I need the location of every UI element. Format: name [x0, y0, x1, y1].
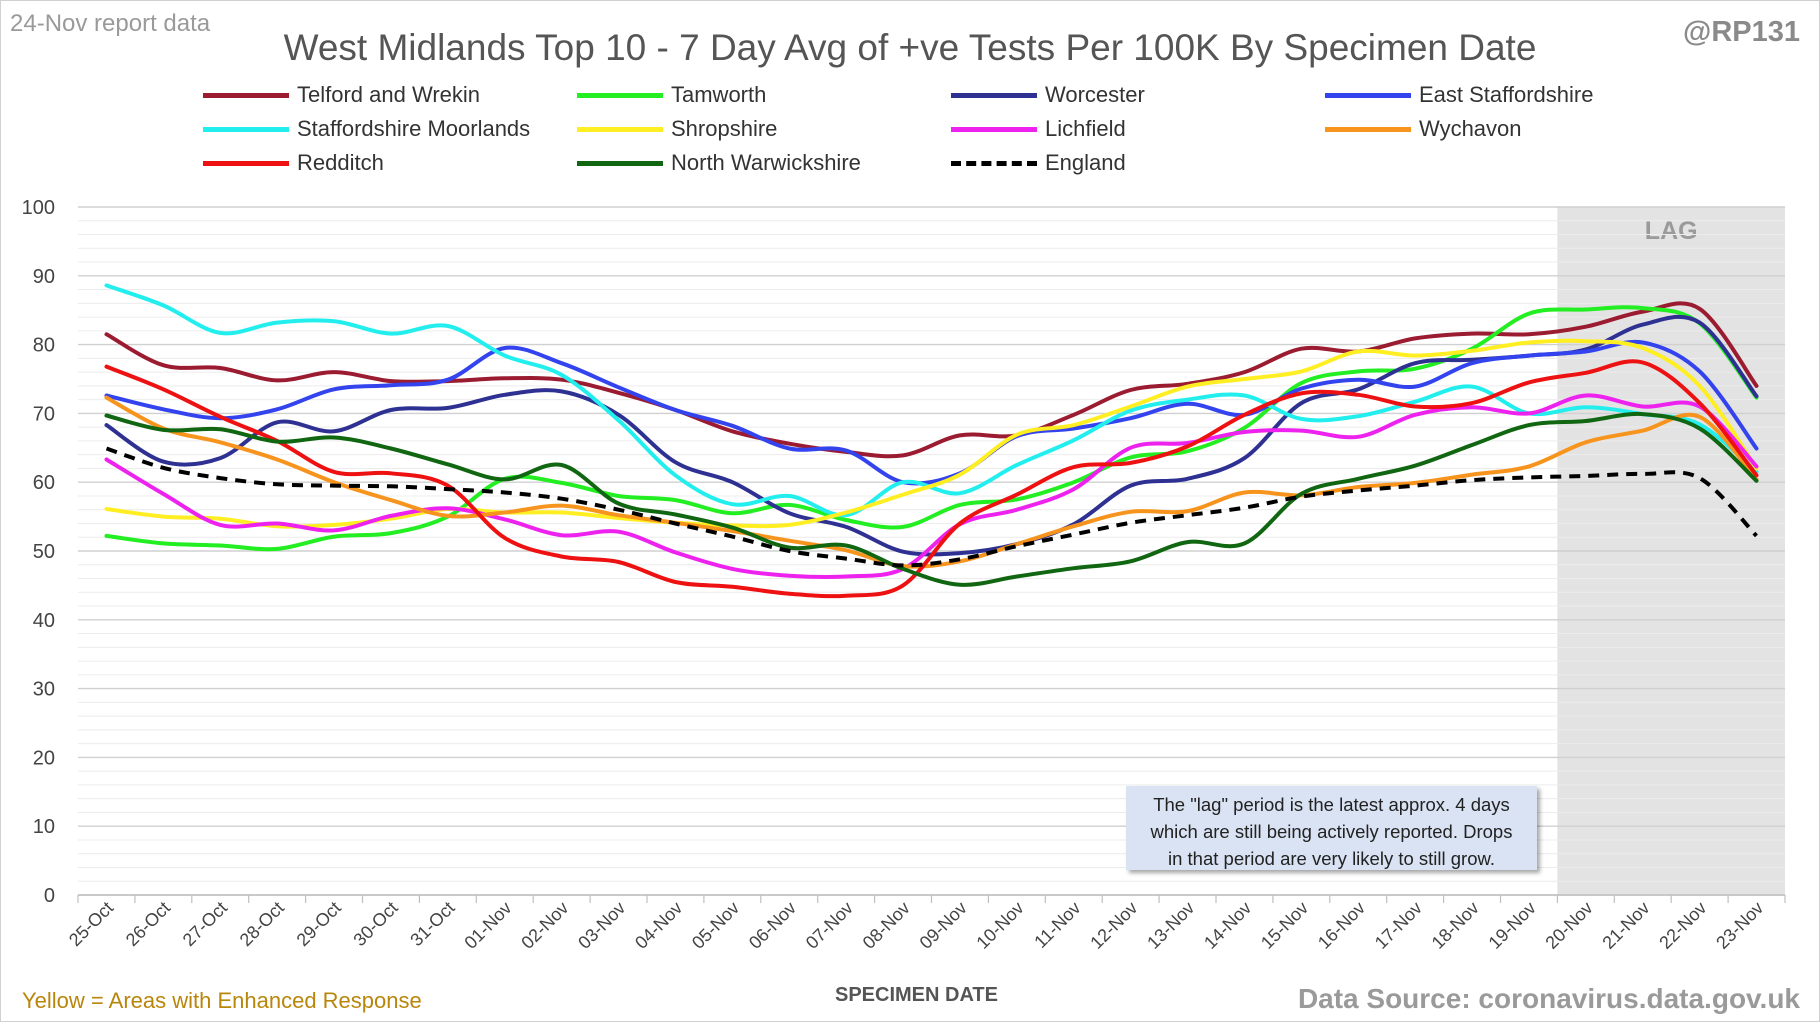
- chart-title: West Midlands Top 10 - 7 Day Avg of +ve …: [283, 27, 1537, 68]
- series-line-england: [105, 446, 1758, 568]
- legend-item-north-warwickshire: North Warwickshire: [577, 148, 861, 178]
- x-tick-label: 29-Oct: [293, 898, 345, 950]
- x-tick-label: 06-Nov: [745, 898, 800, 953]
- legend-swatch: [203, 92, 289, 98]
- x-axis-title: SPECIMEN DATE: [835, 984, 998, 1006]
- x-tick-label: 30-Oct: [349, 898, 401, 950]
- legend-label: North Warwickshire: [671, 150, 861, 175]
- lag-label: LAG: [1645, 217, 1698, 245]
- y-tick-label: 50: [33, 541, 55, 563]
- x-tick-label: 20-Nov: [1542, 898, 1597, 953]
- x-tick-label: 15-Nov: [1257, 898, 1312, 953]
- legend-swatch: [203, 160, 289, 166]
- y-tick-label: 90: [33, 266, 55, 288]
- x-tick-label: 08-Nov: [859, 898, 914, 953]
- legend-swatch: [951, 92, 1037, 98]
- legend-label: Redditch: [297, 150, 384, 175]
- x-tick-label: 09-Nov: [916, 898, 971, 953]
- x-tick-label: 31-Oct: [406, 898, 458, 950]
- x-tick-label: 19-Nov: [1485, 898, 1540, 953]
- legend-item-shropshire: Shropshire: [577, 114, 777, 144]
- y-tick-label: 80: [33, 335, 55, 357]
- y-tick-label: 0: [44, 885, 55, 907]
- lag-note-box: The "lag" period is the latest approx. 4…: [1126, 786, 1537, 870]
- legend-item-wychavon: Wychavon: [1325, 114, 1522, 144]
- legend-item-east-staffordshire: East Staffordshire: [1325, 80, 1593, 110]
- y-tick-label: 100: [22, 197, 55, 219]
- x-tick-label: 11-Nov: [1030, 898, 1084, 952]
- series-line-redditch: [104, 359, 1759, 599]
- legend-label: Worcester: [1045, 82, 1145, 107]
- x-tick-label: 10-Nov: [973, 898, 1028, 953]
- y-tick-label: 70: [33, 403, 55, 425]
- legend-swatch: [951, 126, 1037, 132]
- lag-note-line-1: The "lag" period is the latest approx. 4…: [1153, 794, 1510, 815]
- legend-label: Telford and Wrekin: [297, 82, 481, 107]
- x-tick-label: 16-Nov: [1314, 898, 1369, 953]
- series-line-lichfield: [104, 393, 1759, 580]
- series-line-east-staffordshire: [104, 339, 1759, 486]
- legend-item-tamworth: Tamworth: [577, 80, 766, 110]
- legend-label: East Staffordshire: [1419, 82, 1594, 107]
- x-tick-label: 07-Nov: [802, 898, 857, 953]
- series-line-worcester: [104, 314, 1759, 557]
- x-tick-label: 22-Nov: [1655, 898, 1710, 953]
- author-handle: @RP131: [1683, 16, 1800, 48]
- legend-swatch: [203, 126, 289, 132]
- enhanced-response-note: Yellow = Areas with Enhanced Response: [22, 988, 422, 1013]
- x-tick-label: 04-Nov: [631, 898, 686, 953]
- legend-swatch: [577, 126, 663, 132]
- legend-item-worcester: Worcester: [951, 80, 1145, 110]
- legend-swatch: [577, 160, 663, 166]
- legend-label: Shropshire: [671, 116, 778, 141]
- legend-swatch: [577, 92, 663, 98]
- legend-swatch: [1325, 126, 1411, 132]
- legend-label: Wychavon: [1419, 116, 1522, 141]
- y-tick-label: 20: [33, 747, 55, 769]
- legend-label: Tamworth: [671, 82, 767, 107]
- x-tick-label: 28-Oct: [236, 898, 288, 950]
- x-tick-label: 13-Nov: [1143, 898, 1198, 953]
- series-line-tamworth: [104, 305, 1759, 552]
- legend-label: England: [1045, 150, 1126, 175]
- legend-swatch: [1325, 92, 1411, 98]
- x-tick-label: 14-Nov: [1200, 898, 1255, 953]
- y-tick-label: 60: [33, 472, 55, 494]
- legend-item-england: England: [951, 148, 1126, 178]
- y-tick-label: 30: [33, 679, 55, 701]
- lag-note-line-2: which are still being actively reported.…: [1150, 821, 1513, 842]
- x-tick-label: 03-Nov: [574, 898, 629, 953]
- x-tick-label: 02-Nov: [517, 898, 572, 953]
- x-tick-label: 01-Nov: [460, 898, 515, 953]
- report-date-label: 24-Nov report data: [10, 10, 211, 37]
- series-line-north-warwickshire: [104, 411, 1759, 587]
- y-tick-label: 40: [33, 610, 55, 632]
- legend-item-staffordshire-moorlands: Staffordshire Moorlands: [203, 114, 530, 144]
- legend-label: Lichfield: [1045, 116, 1126, 141]
- x-tick-label: 12-Nov: [1086, 898, 1141, 953]
- x-tick-label: 25-Oct: [65, 898, 117, 950]
- legend-swatch: [951, 160, 1037, 166]
- data-source-label: Data Source: coronavirus.data.gov.uk: [1297, 983, 1800, 1014]
- lag-note-line-3: in that period are very likely to still …: [1168, 848, 1495, 869]
- x-tick-label: 18-Nov: [1428, 898, 1483, 953]
- legend-item-redditch: Redditch: [203, 148, 384, 178]
- series-line-shropshire: [104, 338, 1759, 529]
- x-tick-label: 17-Nov: [1371, 898, 1426, 953]
- series-line-staffordshire-moorlands: [104, 283, 1759, 518]
- legend-label: Staffordshire Moorlands: [297, 116, 531, 141]
- legend-item-telford-and-wrekin: Telford and Wrekin: [203, 80, 480, 110]
- x-tick-label: 23-Nov: [1712, 898, 1767, 953]
- x-tick-label: 27-Oct: [179, 898, 231, 950]
- x-tick-label: 26-Oct: [122, 898, 174, 950]
- x-tick-label: 21-Nov: [1598, 898, 1653, 953]
- x-tick-label: 05-Nov: [688, 898, 743, 953]
- legend-item-lichfield: Lichfield: [951, 114, 1126, 144]
- series-line-wychavon: [104, 395, 1759, 569]
- y-tick-label: 10: [33, 816, 55, 838]
